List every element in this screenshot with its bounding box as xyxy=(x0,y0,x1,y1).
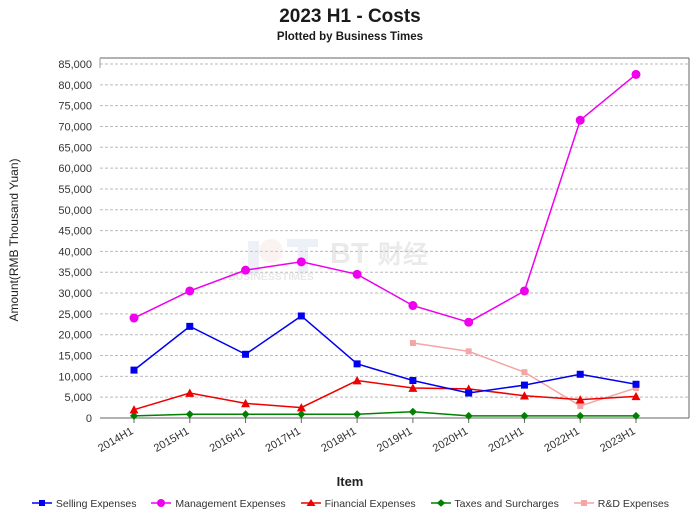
svg-text:BT: BT xyxy=(330,238,369,270)
svg-text:35,000: 35,000 xyxy=(58,267,92,279)
svg-text:2017H1: 2017H1 xyxy=(263,425,302,455)
svg-text:45,000: 45,000 xyxy=(58,226,92,238)
svg-text:2015H1: 2015H1 xyxy=(152,425,191,455)
svg-text:25,000: 25,000 xyxy=(58,309,92,321)
svg-text:65,000: 65,000 xyxy=(58,142,92,154)
svg-text:70,000: 70,000 xyxy=(58,121,92,133)
svg-text:0: 0 xyxy=(86,413,92,425)
svg-text:55,000: 55,000 xyxy=(58,184,92,196)
svg-text:20,000: 20,000 xyxy=(58,330,92,342)
svg-text:2019H1: 2019H1 xyxy=(375,425,414,455)
svg-text:2016H1: 2016H1 xyxy=(208,425,247,455)
svg-text:75,000: 75,000 xyxy=(58,101,92,113)
svg-text:30,000: 30,000 xyxy=(58,288,92,300)
svg-text:60,000: 60,000 xyxy=(58,163,92,175)
svg-text:2020H1: 2020H1 xyxy=(431,425,470,455)
svg-text:2023H1: 2023H1 xyxy=(598,425,637,455)
svg-text:2021H1: 2021H1 xyxy=(487,425,526,455)
svg-text:80,000: 80,000 xyxy=(58,80,92,92)
svg-text:2014H1: 2014H1 xyxy=(96,425,135,455)
svg-text:2022H1: 2022H1 xyxy=(542,425,581,455)
svg-text:15,000: 15,000 xyxy=(58,351,92,363)
svg-text:85,000: 85,000 xyxy=(58,59,92,71)
svg-text:10,000: 10,000 xyxy=(58,371,92,383)
svg-text:5,000: 5,000 xyxy=(64,392,92,404)
svg-text:2018H1: 2018H1 xyxy=(319,425,358,455)
svg-text:50,000: 50,000 xyxy=(58,205,92,217)
svg-text:财经: 财经 xyxy=(378,240,428,269)
svg-text:BUSINESSTIMES: BUSINESSTIMES xyxy=(228,271,314,283)
svg-text:40,000: 40,000 xyxy=(58,246,92,258)
